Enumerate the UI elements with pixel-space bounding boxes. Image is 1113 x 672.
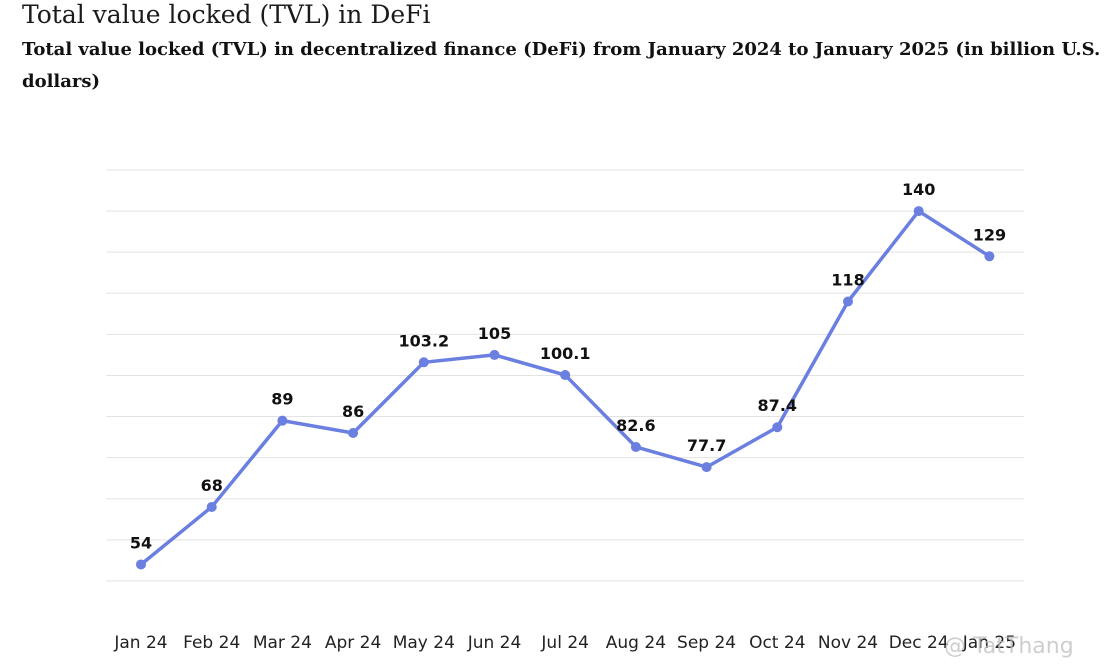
chart-title: Total value locked (TVL) in DeFi [22, 0, 431, 29]
data-point-11 [913, 206, 924, 217]
data-point-10 [843, 296, 853, 307]
data-label: 140 [902, 180, 935, 199]
x-tick-label: Apr 24 [325, 633, 381, 653]
data-label: 129 [973, 225, 1006, 244]
data-label: 87.4 [758, 396, 797, 415]
data-label: 82.6 [616, 416, 655, 435]
chart-subtitle: Total value locked (TVL) in decentralize… [22, 39, 1101, 92]
data-point-12 [984, 251, 995, 262]
x-tick-label: Feb 24 [183, 633, 240, 653]
data-label: 54 [130, 533, 152, 552]
data-label: 105 [478, 324, 511, 343]
data-point-1 [206, 501, 217, 512]
data-labels: 54 68 89 86 103.2 105 100.1 82.6 77.7 87.4 118 140 1… [130, 180, 1006, 552]
data-point-6 [560, 370, 571, 381]
series-tvl [136, 206, 995, 570]
data-label: 89 [271, 390, 293, 409]
data-label: 118 [831, 270, 864, 289]
x-axis-ticks: Jan 24 Feb 24 Mar 24 Apr 24 May 24 Jun 24 Jul … [113, 633, 1016, 653]
data-label: 86 [342, 402, 364, 421]
data-point-0 [136, 559, 146, 570]
gridlines [106, 169, 1024, 582]
data-point-5 [489, 349, 500, 360]
data-label: 68 [201, 476, 223, 495]
data-point-9 [772, 422, 783, 433]
data-point-8 [701, 462, 712, 473]
x-tick-label: Nov 24 [818, 633, 878, 653]
data-point-3 [348, 427, 359, 438]
x-tick-label: Jun 24 [467, 633, 522, 653]
x-tick-label: Jan 25 [962, 633, 1016, 653]
x-tick-label: Oct 24 [749, 633, 805, 653]
x-tick-label: Sep 24 [677, 633, 736, 653]
x-tick-label: Jul 24 [540, 633, 589, 653]
data-point-2 [277, 415, 288, 426]
data-point-7 [630, 441, 641, 452]
data-label: 100.1 [540, 344, 591, 363]
x-tick-label: May 24 [393, 633, 455, 653]
data-label: 103.2 [398, 331, 449, 350]
x-tick-label: Mar 24 [253, 633, 312, 653]
watermark: @ TatThang [944, 634, 1074, 659]
x-tick-label: Dec 24 [889, 633, 949, 653]
x-tick-label: Aug 24 [606, 633, 666, 653]
x-tick-label: Jan 24 [113, 633, 167, 653]
series-line [139, 209, 992, 567]
data-label: 77.7 [687, 436, 726, 455]
data-point-4 [418, 357, 429, 368]
